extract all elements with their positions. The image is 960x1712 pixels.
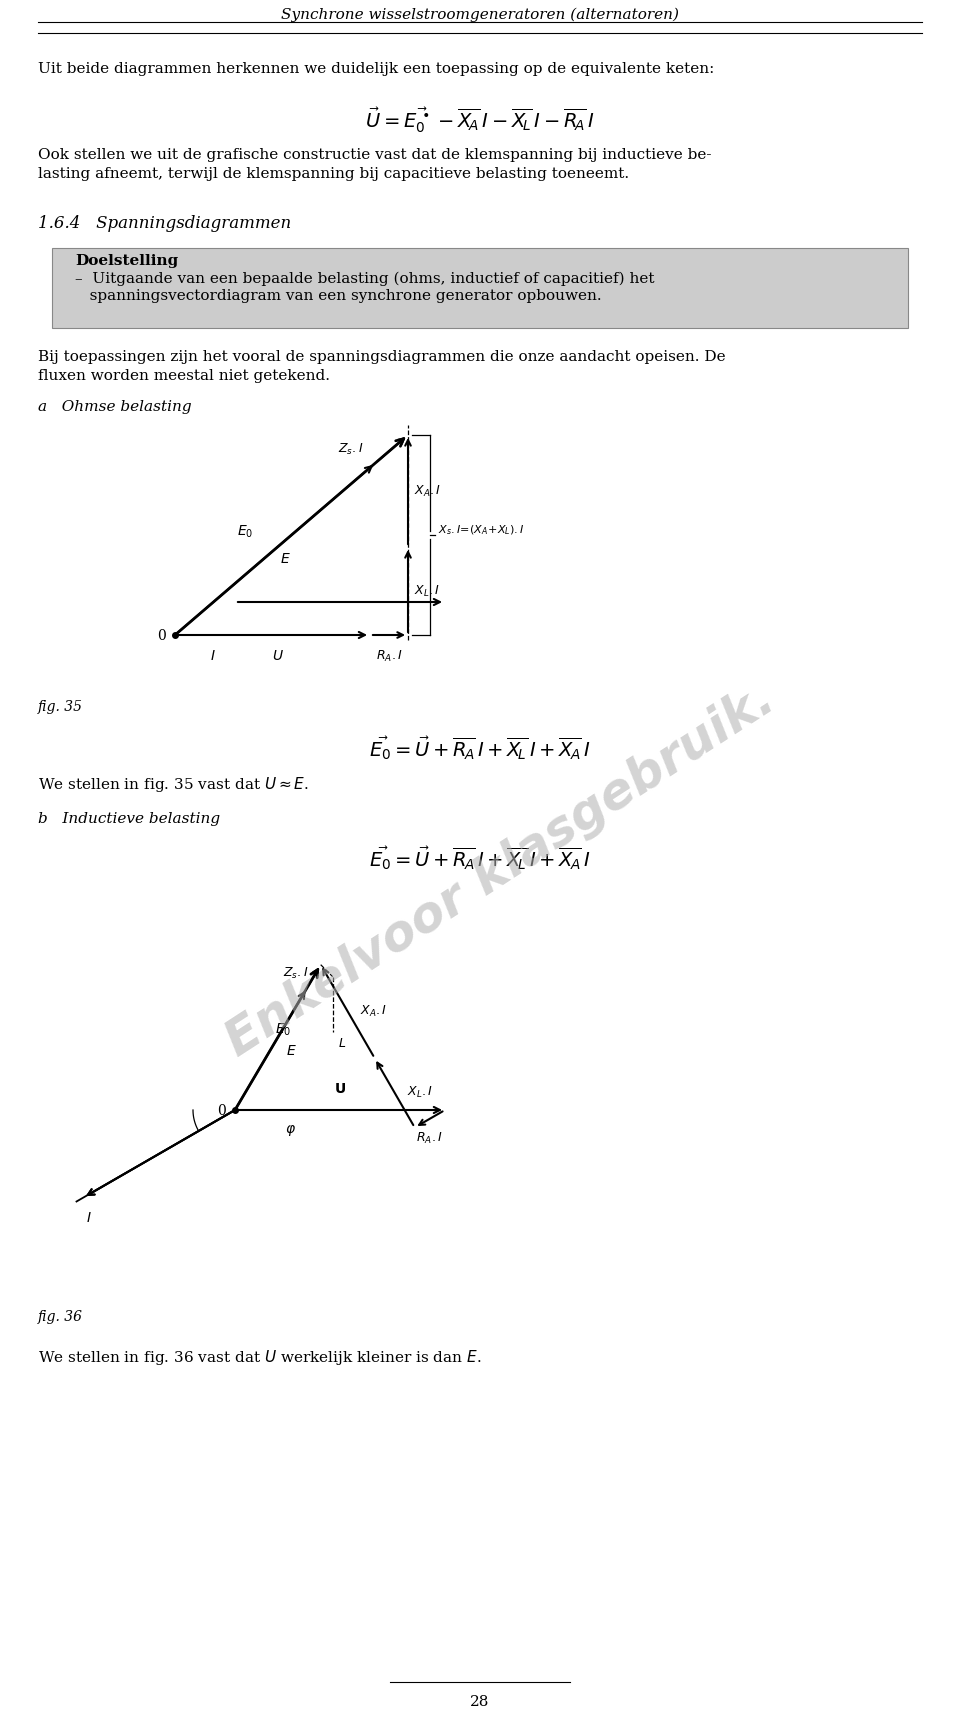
- Text: Doelstelling: Doelstelling: [75, 253, 179, 269]
- Text: We stellen in fig. 36 vast dat $U$ werkelijk kleiner is dan $E$.: We stellen in fig. 36 vast dat $U$ werke…: [38, 1347, 481, 1366]
- Text: $E_0$: $E_0$: [275, 1020, 291, 1037]
- Text: $R_A.I$: $R_A.I$: [375, 649, 402, 664]
- Text: $\varphi$: $\varphi$: [284, 1123, 296, 1138]
- Text: $X_L.I$: $X_L.I$: [414, 584, 440, 599]
- Text: 1.6.4   Spanningsdiagrammen: 1.6.4 Spanningsdiagrammen: [38, 216, 291, 233]
- Text: $E_0$: $E_0$: [237, 524, 253, 541]
- Text: 0: 0: [156, 628, 165, 644]
- Text: fluxen worden meestal niet getekend.: fluxen worden meestal niet getekend.: [38, 370, 330, 383]
- Text: We stellen in fig. 35 vast dat $U \approx E$.: We stellen in fig. 35 vast dat $U \appro…: [38, 776, 309, 794]
- Text: $I$: $I$: [210, 649, 216, 663]
- Text: $E$: $E$: [280, 551, 291, 567]
- Text: $L$: $L$: [338, 1037, 346, 1049]
- Text: –  Uitgaande van een bepaalde belasting (ohms, inductief of capacitief) het
   s: – Uitgaande van een bepaalde belasting (…: [75, 272, 655, 303]
- Text: Enkelvoor klasgebruik.: Enkelvoor klasgebruik.: [217, 675, 783, 1065]
- Text: $X_A.I$: $X_A.I$: [414, 483, 442, 498]
- Text: 0: 0: [217, 1104, 226, 1118]
- Text: $\vec{U} = \vec{E_0^{\,\bullet}} - \overline{X_{\!A}}\,I - \overline{X_{\!L}}\,I: $\vec{U} = \vec{E_0^{\,\bullet}} - \over…: [365, 104, 595, 135]
- Text: Uit beide diagrammen herkennen we duidelijk een toepassing op de equivalente ket: Uit beide diagrammen herkennen we duidel…: [38, 62, 714, 75]
- Text: Synchrone wisselstroomgeneratoren (alternatoren): Synchrone wisselstroomgeneratoren (alter…: [281, 9, 679, 22]
- Text: Bij toepassingen zijn het vooral de spanningsdiagrammen die onze aandacht opeise: Bij toepassingen zijn het vooral de span…: [38, 349, 726, 365]
- Text: $\vec{E_0} = \vec{U} + \overline{R_{\!A}}\,I + \overline{X_{\!L}}\,I + \overline: $\vec{E_0} = \vec{U} + \overline{R_{\!A}…: [370, 846, 590, 873]
- Text: $E$: $E$: [286, 1044, 297, 1058]
- Text: fig. 36: fig. 36: [38, 1310, 83, 1323]
- Text: $Z_s.I$: $Z_s.I$: [283, 966, 309, 981]
- Text: 28: 28: [470, 1695, 490, 1709]
- Text: $U$: $U$: [272, 649, 283, 663]
- Text: $\mathbf{U}$: $\mathbf{U}$: [334, 1082, 346, 1096]
- Text: a   Ohmse belasting: a Ohmse belasting: [38, 401, 192, 414]
- Text: $X_s.I\!=\!(X_A\!+\!X_L).I$: $X_s.I\!=\!(X_A\!+\!X_L).I$: [438, 524, 524, 538]
- Text: fig. 35: fig. 35: [38, 700, 83, 714]
- Text: lasting afneemt, terwijl de klemspanning bij capacitieve belasting toeneemt.: lasting afneemt, terwijl de klemspanning…: [38, 168, 629, 181]
- Text: b   Inductieve belasting: b Inductieve belasting: [38, 811, 220, 825]
- Text: $Z_s.I$: $Z_s.I$: [338, 442, 364, 457]
- Bar: [52, 248, 908, 329]
- Text: $X_L.I$: $X_L.I$: [407, 1085, 433, 1101]
- Text: Ook stellen we uit de grafische constructie vast dat de klemspanning bij inducti: Ook stellen we uit de grafische construc…: [38, 147, 711, 163]
- Text: $\vec{E_0} = \vec{U} + \overline{R_{\!A}}\,I + \overline{X_{\!L}}\,I + \overline: $\vec{E_0} = \vec{U} + \overline{R_{\!A}…: [370, 734, 590, 764]
- Text: $R_A.I$: $R_A.I$: [417, 1130, 444, 1145]
- Text: $I$: $I$: [85, 1212, 91, 1226]
- Text: $X_A.I$: $X_A.I$: [360, 1003, 387, 1019]
